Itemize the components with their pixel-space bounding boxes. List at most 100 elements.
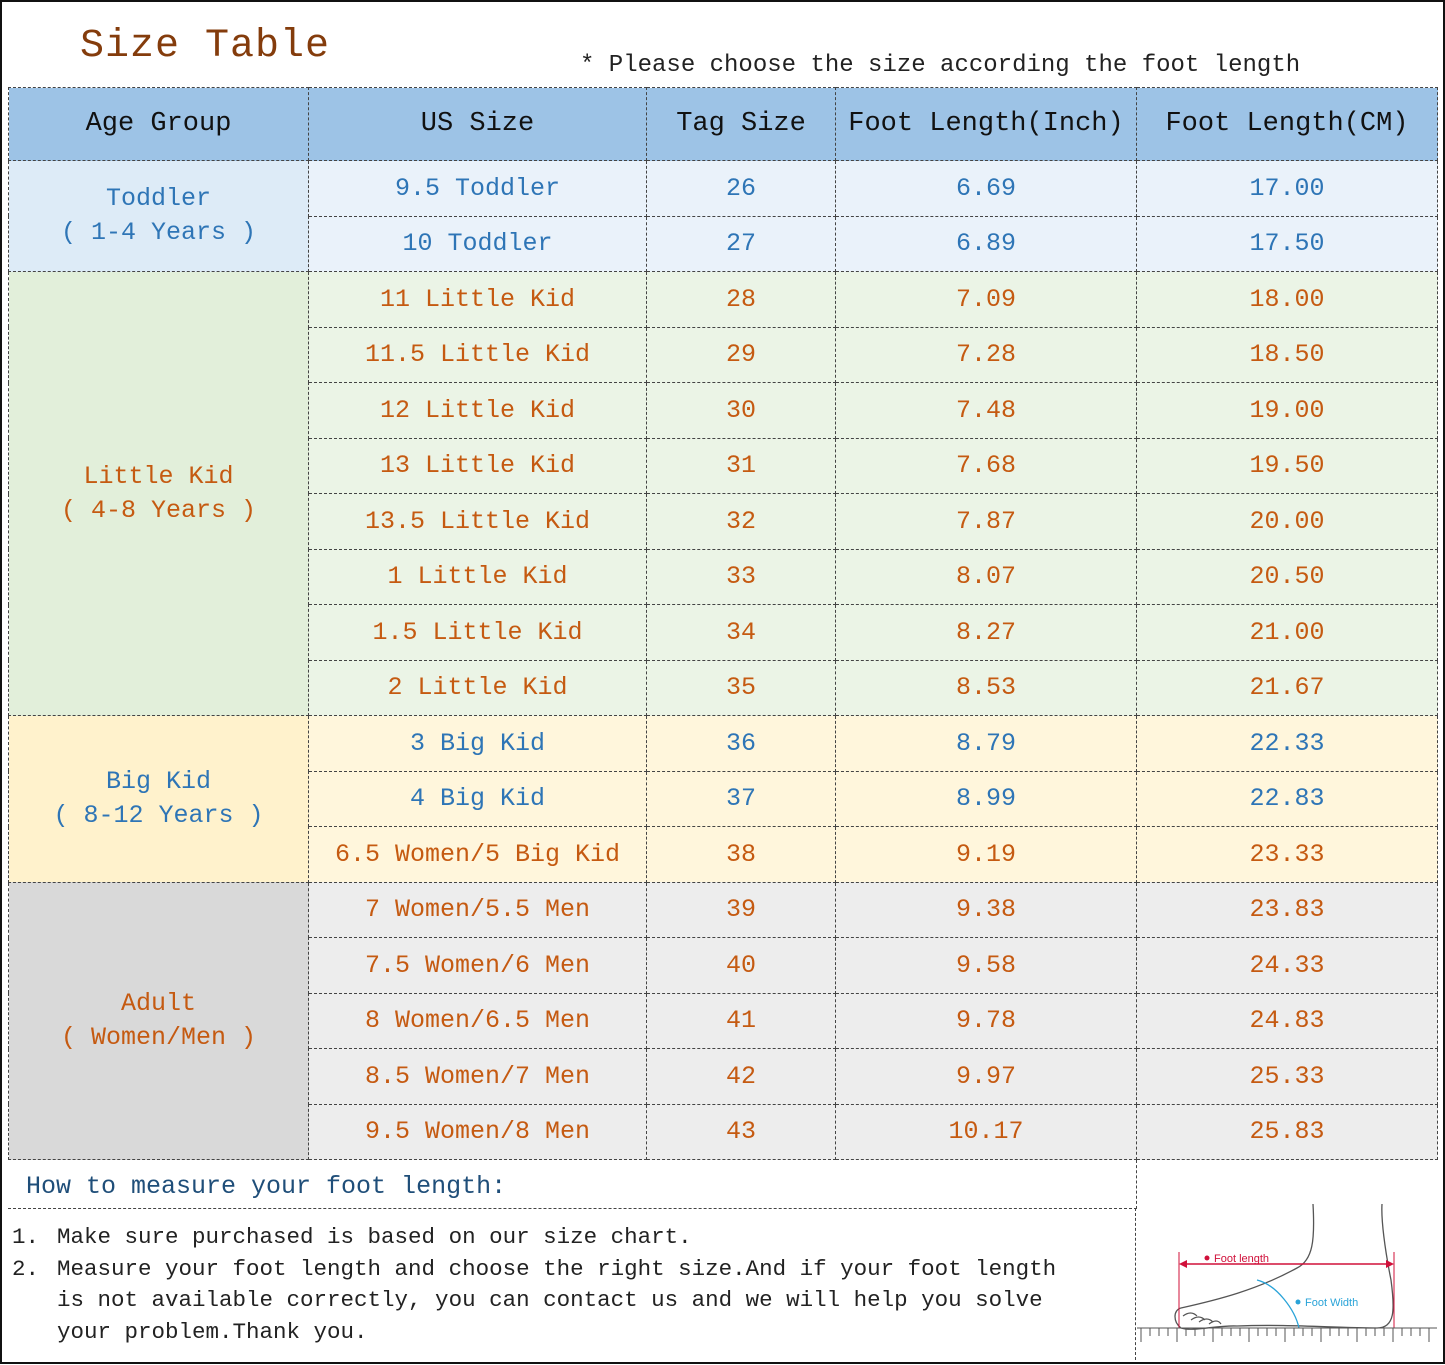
header-us-size: US Size <box>308 87 647 161</box>
table-row: Big Kid ( 8-12 Years ) 3 Big Kid 36 8.79 22.3… <box>8 715 1438 883</box>
foot-outline <box>1174 1203 1394 1330</box>
tag-size-cell: 39 <box>646 881 836 938</box>
foot-length-inch-cell: 7.68 <box>835 437 1137 494</box>
foot-length-cm-cell: 17.50 <box>1136 215 1438 272</box>
foot-length-cm-cell: 25.33 <box>1136 1048 1438 1105</box>
tag-size-cell: 27 <box>646 215 836 272</box>
header-tag-size: Tag Size <box>646 87 836 161</box>
header-foot-length-cm: Foot Length(CM) <box>1136 87 1438 161</box>
tag-size-cell: 33 <box>646 548 836 605</box>
age-group-range: ( 4-8 Years ) <box>60 495 257 525</box>
tag-size-cell: 37 <box>646 770 836 827</box>
us-size-cell: 4 Big Kid <box>308 770 647 827</box>
us-size-cell: 6.5 Women/5 Big Kid <box>308 826 647 883</box>
toes <box>1182 1312 1222 1325</box>
table-row: Adult( Women/Men ) 7 Women/5.5 Men 39 9.38 2… <box>8 881 1438 1160</box>
us-size-cell: 13.5 Little Kid <box>308 493 647 550</box>
measure-steps: 1. Make sure purchased is based on our si… <box>8 1208 1136 1360</box>
foot-width-arc <box>1256 1279 1300 1329</box>
step-2: 2. Measure your foot length and choose th… <box>8 1254 1135 1349</box>
measure-heading: How to measure your foot length: <box>26 1172 507 1201</box>
table-body: Toddler ( 1-4 Years ) 9.5 Toddler 26 6.69 17.… <box>8 160 1438 1160</box>
tag-size-cell: 35 <box>646 659 836 716</box>
table-row: 6.5 Women/5 Big Kid 38 9.19 23.33 <box>9 826 1438 883</box>
foot-length-cm-cell: 24.33 <box>1136 937 1438 994</box>
tag-size-cell: 34 <box>646 604 836 661</box>
table-row: 13.5 Little Kid 32 7.87 20.00 <box>9 493 1438 550</box>
step-text: Measure your foot length and choose the … <box>57 1255 1057 1345</box>
foot-length-cm-cell: 18.50 <box>1136 326 1438 383</box>
foot-length-inch-cell: 9.38 <box>835 881 1137 938</box>
tag-size-cell: 38 <box>646 826 836 883</box>
foot-length-cm-cell: 23.83 <box>1136 881 1438 938</box>
measure-section: How to measure your foot length: 1. Make … <box>8 1160 1437 1360</box>
page-title: Size Table <box>80 24 331 69</box>
us-size-cell: 7 Women/5.5 Men <box>308 881 647 938</box>
age-group-cell: Big Kid ( 8-12 Years ) <box>8 715 309 883</box>
header-age-group: Age Group <box>8 87 309 161</box>
ruler <box>1140 1328 1430 1342</box>
tag-size-cell: 30 <box>646 382 836 439</box>
foot-length-inch-cell: 7.87 <box>835 493 1137 550</box>
foot-length-label: Foot length <box>1214 1253 1269 1265</box>
tag-size-cell: 40 <box>646 937 836 994</box>
age-group-name: Adult <box>120 988 196 1018</box>
tag-size-cell: 42 <box>646 1048 836 1105</box>
foot-length-cm-cell: 25.83 <box>1136 1103 1438 1160</box>
foot-length-cm-cell: 19.50 <box>1136 437 1438 494</box>
foot-length-cm-cell: 22.83 <box>1136 770 1438 827</box>
table-row: Little Kid( 4-8 Years ) 11 Little Kid 28 7.… <box>8 271 1438 716</box>
header-foot-length-inch: Foot Length(Inch) <box>835 87 1137 161</box>
foot-length-cm-cell: 21.00 <box>1136 604 1438 661</box>
foot-width-label: Foot Width <box>1305 1297 1358 1309</box>
foot-length-inch-cell: 9.78 <box>835 992 1137 1049</box>
table-row: 1 Little Kid 33 8.07 20.50 <box>9 548 1438 605</box>
foot-length-cm-cell: 22.33 <box>1136 715 1438 772</box>
foot-length-inch-cell: 8.27 <box>835 604 1137 661</box>
foot-length-inch-cell: 8.99 <box>835 770 1137 827</box>
foot-length-inch-cell: 7.48 <box>835 382 1137 439</box>
us-size-cell: 3 Big Kid <box>308 715 647 772</box>
age-group-name: Toddler <box>105 184 212 213</box>
tag-size-cell: 36 <box>646 715 836 772</box>
header-row: Age Group US Size Tag Size Foot Length(I… <box>8 87 1438 161</box>
foot-length-inch-cell: 8.07 <box>835 548 1137 605</box>
table-row: 2 Little Kid 35 8.53 21.67 <box>9 659 1438 716</box>
table-row: 8.5 Women/7 Men 42 9.97 25.33 <box>9 1048 1438 1105</box>
foot-length-cm-cell: 23.33 <box>1136 826 1438 883</box>
step-1: 1. Make sure purchased is based on our si… <box>8 1222 1135 1254</box>
us-size-cell: 1 Little Kid <box>308 548 647 605</box>
us-size-cell: 11.5 Little Kid <box>308 326 647 383</box>
age-group-cell: Adult ( Women/Men ) <box>8 881 309 1160</box>
us-size-cell: 7.5 Women/6 Men <box>308 937 647 994</box>
table-row: 12 Little Kid 30 7.48 19.00 <box>9 382 1438 439</box>
foot-length-inch-cell: 7.09 <box>835 271 1137 328</box>
size-table: Age Group US Size Tag Size Foot Length(I… <box>8 87 1438 1160</box>
foot-length-inch-cell: 8.53 <box>835 659 1137 716</box>
table-row: 13 Little Kid 31 7.68 19.50 <box>9 437 1438 494</box>
foot-measure-diagram: Foot length Foot Width <box>1137 1160 1437 1360</box>
us-size-cell: 11 Little Kid <box>308 271 647 328</box>
us-size-cell: 13 Little Kid <box>308 437 647 494</box>
tag-size-cell: 32 <box>646 493 836 550</box>
us-size-cell: 10 Toddler <box>308 215 647 272</box>
step-number: 1. <box>12 1224 40 1250</box>
age-group-range: ( 1-4 Years ) <box>60 218 257 247</box>
us-size-cell: 2 Little Kid <box>308 659 647 716</box>
tag-size-cell: 31 <box>646 437 836 494</box>
age-group-name: Little Kid <box>83 461 234 491</box>
age-group-range: ( Women/Men ) <box>60 1022 257 1052</box>
step-text: Make sure purchased is based on our size… <box>57 1224 692 1250</box>
table-row: 4 Big Kid 37 8.99 22.83 <box>9 770 1438 827</box>
foot-length-inch-cell: 10.17 <box>835 1103 1137 1160</box>
us-size-cell: 9.5 Toddler <box>308 160 647 217</box>
foot-length-inch-cell: 9.58 <box>835 937 1137 994</box>
foot-length-cm-cell: 17.00 <box>1136 160 1438 217</box>
foot-length-cm-cell: 19.00 <box>1136 382 1438 439</box>
step-number: 2. <box>12 1255 40 1282</box>
us-size-cell: 12 Little Kid <box>308 382 647 439</box>
foot-length-inch-cell: 9.97 <box>835 1048 1137 1105</box>
table-row: Toddler ( 1-4 Years ) 9.5 Toddler 26 6.69 17.… <box>8 160 1438 272</box>
us-size-cell: 8.5 Women/7 Men <box>308 1048 647 1105</box>
measure-heading-cell: How to measure your foot length: <box>8 1160 1137 1209</box>
